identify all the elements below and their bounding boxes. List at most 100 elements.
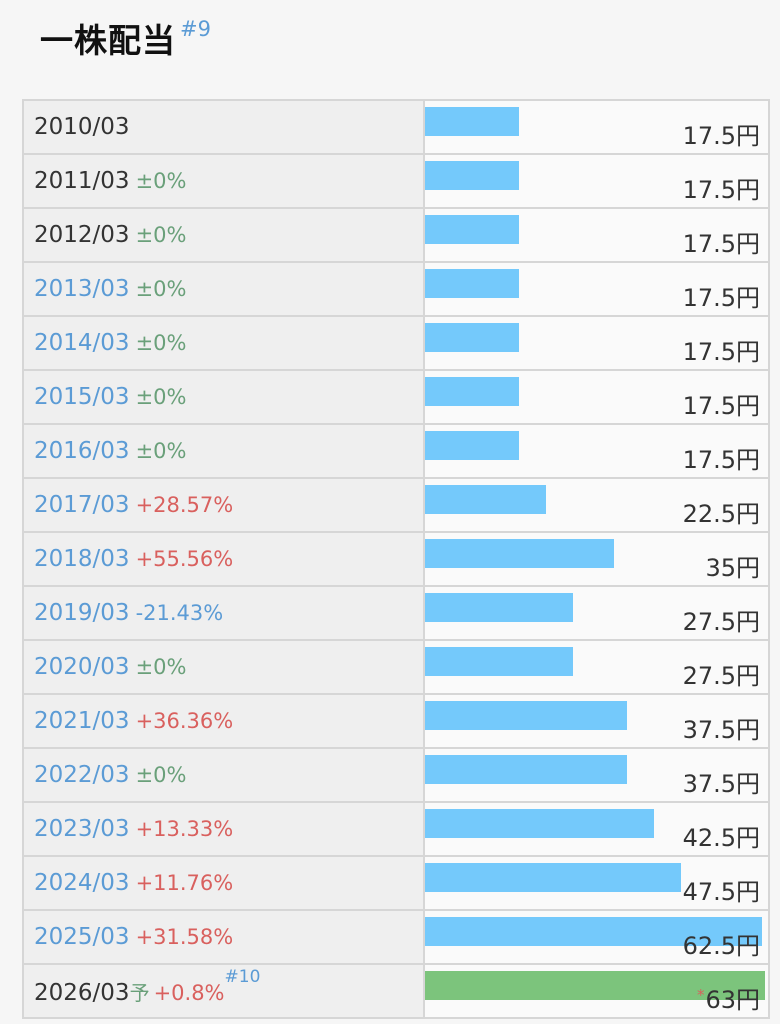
year-cell: 2010/03	[22, 99, 425, 155]
table-row: 2015/03 ±0% 17.5円	[22, 369, 770, 425]
year-label[interactable]: 2021/03	[34, 708, 130, 734]
year-label: 2012/03	[34, 222, 130, 248]
change-percent: ±0%	[135, 169, 187, 193]
dividend-value-text: 35円	[705, 554, 760, 582]
table-row: 2012/03 ±0% 17.5円	[22, 207, 770, 263]
change-percent: +11.76%	[135, 871, 234, 895]
forecast-bar	[425, 971, 765, 1000]
value-cell: 17.5円	[423, 207, 770, 263]
year-cell: 2020/03 ±0%	[22, 639, 425, 695]
year-label[interactable]: 2022/03	[34, 762, 130, 788]
dividend-bar	[425, 539, 614, 568]
year-cell: 2011/03 ±0%	[22, 153, 425, 209]
year-label[interactable]: 2016/03	[34, 438, 130, 464]
value-cell: 27.5円	[423, 585, 770, 641]
year-label[interactable]: 2015/03	[34, 384, 130, 410]
table-row: 2018/03 +55.56% 35円	[22, 531, 770, 587]
table-row: 2023/03 +13.33% 42.5円	[22, 801, 770, 857]
year-label[interactable]: 2017/03	[34, 492, 130, 518]
dividend-bar	[425, 269, 519, 298]
dividend-value: *63円	[697, 980, 760, 1015]
year-label[interactable]: 2024/03	[34, 870, 130, 896]
table-row: 2024/03 +11.76% 47.5円	[22, 855, 770, 911]
change-percent: -21.43%	[135, 601, 224, 625]
dividend-value-text: 17.5円	[682, 122, 760, 150]
value-cell: 17.5円	[423, 99, 770, 155]
dividend-bar	[425, 593, 573, 622]
table-row: 2014/03 ±0% 17.5円	[22, 315, 770, 371]
dividend-value-text: 63円	[705, 986, 760, 1014]
value-cell: 17.5円	[423, 153, 770, 209]
dividend-value-text: 62.5円	[682, 932, 760, 960]
dividend-value: 47.5円	[683, 872, 760, 907]
dividend-value: 17.5円	[683, 170, 760, 205]
dividend-value-text: 27.5円	[682, 608, 760, 636]
dividend-value-text: 17.5円	[682, 230, 760, 258]
change-percent: +55.56%	[135, 547, 234, 571]
value-cell: 17.5円	[423, 261, 770, 317]
table-row: 2025/03 +31.58% 62.5円	[22, 909, 770, 965]
dividend-value-text: 17.5円	[682, 338, 760, 366]
dividend-value: 62.5円	[683, 926, 760, 961]
year-label[interactable]: 2014/03	[34, 330, 130, 356]
dividend-value: 17.5円	[683, 386, 760, 421]
change-percent: ±0%	[135, 655, 187, 679]
value-cell: 42.5円	[423, 801, 770, 857]
dividend-value-text: 47.5円	[682, 878, 760, 906]
dividend-bar	[425, 323, 519, 352]
dividend-value-text: 27.5円	[682, 662, 760, 690]
table-row: 2013/03 ±0% 17.5円	[22, 261, 770, 317]
value-cell: *63円	[423, 963, 770, 1019]
year-label[interactable]: 2025/03	[34, 924, 130, 950]
table-row: 2019/03 -21.43% 27.5円	[22, 585, 770, 641]
year-label[interactable]: 2013/03	[34, 276, 130, 302]
year-cell: 2022/03 ±0%	[22, 747, 425, 803]
year-label[interactable]: 2020/03	[34, 654, 130, 680]
dividend-value-text: 17.5円	[682, 392, 760, 420]
change-percent: ±0%	[135, 223, 187, 247]
table-row: 2016/03 ±0% 17.5円	[22, 423, 770, 479]
change-percent: +0.8%	[153, 980, 225, 1005]
dividend-value-text: 22.5円	[682, 500, 760, 528]
year-cell: 2016/03 ±0%	[22, 423, 425, 479]
value-cell: 47.5円	[423, 855, 770, 911]
change-percent: ±0%	[135, 277, 187, 301]
table-row: 2011/03 ±0% 17.5円	[22, 153, 770, 209]
table-row: 2021/03 +36.36% 37.5円	[22, 693, 770, 749]
dividend-value: 27.5円	[683, 602, 760, 637]
value-cell: 62.5円	[423, 909, 770, 965]
forecast-row: 2026/03予 +0.8%#10 *63円	[22, 963, 770, 1019]
year-label[interactable]: 2018/03	[34, 546, 130, 572]
value-cell: 22.5円	[423, 477, 770, 533]
year-label[interactable]: 2023/03	[34, 816, 130, 842]
dividend-bar	[425, 215, 519, 244]
change-percent: +13.33%	[135, 817, 234, 841]
year-label[interactable]: 2019/03	[34, 600, 130, 626]
forecast-footnote-link[interactable]: #10	[224, 966, 261, 987]
dividend-value: 17.5円	[683, 332, 760, 367]
year-cell: 2014/03 ±0%	[22, 315, 425, 371]
dividend-value: 17.5円	[683, 224, 760, 259]
title-footnote-link[interactable]: #9	[180, 17, 211, 41]
year-cell: 2015/03 ±0%	[22, 369, 425, 425]
year-cell: 2017/03 +28.57%	[22, 477, 425, 533]
year-label: 2026/03	[34, 979, 130, 1006]
dividend-value-text: 17.5円	[682, 284, 760, 312]
value-cell: 17.5円	[423, 369, 770, 425]
dividend-bar	[425, 863, 681, 892]
change-percent: ±0%	[135, 385, 187, 409]
value-cell: 37.5円	[423, 693, 770, 749]
dividend-value-text: 42.5円	[682, 824, 760, 852]
dividend-bar	[425, 431, 519, 460]
change-percent: ±0%	[135, 763, 187, 787]
year-label: 2011/03	[34, 168, 130, 194]
year-cell: 2013/03 ±0%	[22, 261, 425, 317]
year-cell: 2026/03予 +0.8%#10	[22, 963, 425, 1019]
dividend-value: 35円	[705, 548, 760, 583]
table-row: 2022/03 ±0% 37.5円	[22, 747, 770, 803]
table-row: 2017/03 +28.57% 22.5円	[22, 477, 770, 533]
value-cell: 17.5円	[423, 423, 770, 479]
year-cell: 2018/03 +55.56%	[22, 531, 425, 587]
page-title: 一株配当	[40, 21, 176, 60]
change-percent: +31.58%	[135, 925, 234, 949]
